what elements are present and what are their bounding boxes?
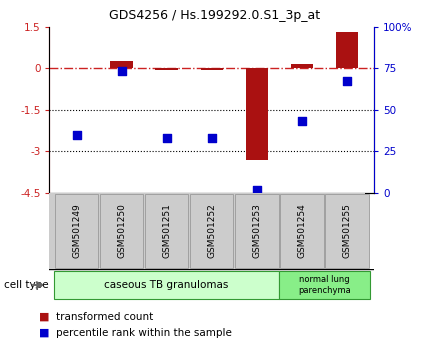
FancyBboxPatch shape [54, 270, 280, 299]
Point [118, 69, 125, 74]
Text: ■: ■ [39, 328, 49, 338]
Text: percentile rank within the sample: percentile rank within the sample [56, 328, 232, 338]
Point [163, 135, 170, 141]
FancyBboxPatch shape [280, 270, 370, 299]
FancyBboxPatch shape [235, 194, 279, 268]
Point [344, 79, 350, 84]
FancyBboxPatch shape [326, 194, 369, 268]
Text: GSM501252: GSM501252 [207, 204, 216, 258]
Text: cell type: cell type [4, 280, 49, 290]
Text: normal lung
parenchyma: normal lung parenchyma [298, 275, 351, 295]
Point [209, 135, 215, 141]
Text: GSM501253: GSM501253 [252, 204, 261, 258]
Text: GSM501254: GSM501254 [298, 204, 307, 258]
FancyBboxPatch shape [145, 194, 188, 268]
Bar [111, 61, 133, 68]
FancyBboxPatch shape [100, 194, 143, 268]
Bar [336, 32, 358, 68]
Text: GSM501250: GSM501250 [117, 204, 126, 258]
Text: ■: ■ [39, 312, 49, 322]
Text: GSM501251: GSM501251 [162, 204, 171, 258]
Text: caseous TB granulomas: caseous TB granulomas [104, 280, 229, 290]
Text: GSM501255: GSM501255 [343, 204, 352, 258]
Text: GSM501249: GSM501249 [72, 204, 81, 258]
Point [298, 119, 305, 124]
Point [73, 132, 80, 138]
Bar [246, 68, 268, 160]
Point [253, 187, 260, 193]
Text: GDS4256 / Hs.199292.0.S1_3p_at: GDS4256 / Hs.199292.0.S1_3p_at [110, 9, 320, 22]
FancyBboxPatch shape [280, 194, 324, 268]
FancyBboxPatch shape [190, 194, 233, 268]
Bar [291, 64, 313, 68]
Text: transformed count: transformed count [56, 312, 153, 322]
FancyBboxPatch shape [55, 194, 98, 268]
Bar [200, 68, 223, 69]
Bar [155, 68, 178, 69]
